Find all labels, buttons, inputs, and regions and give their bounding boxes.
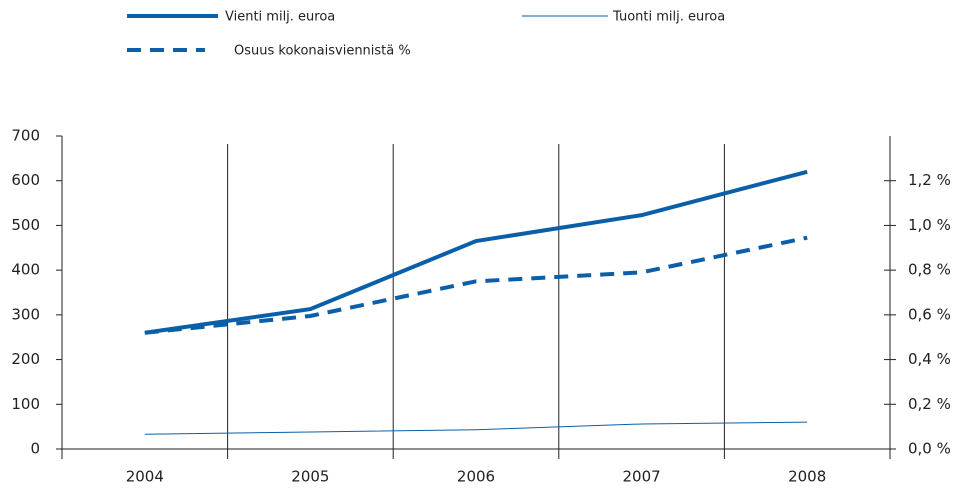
x-tick-label: 2008 [788,468,826,486]
y-tick-label: 300 [11,305,40,323]
y2-tick-label: 1,2 % [908,171,951,189]
y2-tick-label: 1,0 % [908,216,951,234]
y-tick-label: 400 [11,261,40,279]
series-line [144,169,808,335]
legend-label: Tuonti milj. euroa [612,10,725,25]
y2-tick-label: 0,2 % [908,395,951,413]
series-line [144,235,808,335]
y2-tick-label: 0,0 % [908,440,951,458]
y-tick-label: 600 [11,171,40,189]
x-tick-label: 2006 [457,468,495,486]
y-tick-label: 0 [30,440,40,458]
y2-tick-label: 0,6 % [908,305,951,323]
legend-label: Osuus kokonaisviennistä % [234,44,411,59]
y-tick-label: 700 [11,127,40,145]
x-tick-label: 2005 [291,468,329,486]
series-line [144,421,808,435]
y2-tick-label: 0,4 % [908,350,951,368]
y-tick-label: 200 [11,350,40,368]
y2-tick-label: 0,8 % [908,261,951,279]
x-tick-label: 2004 [126,468,164,486]
y-tick-label: 100 [11,395,40,413]
legend-label: Vienti milj. euroa [225,10,335,25]
x-tick-label: 2007 [623,468,661,486]
y-tick-label: 500 [11,216,40,234]
